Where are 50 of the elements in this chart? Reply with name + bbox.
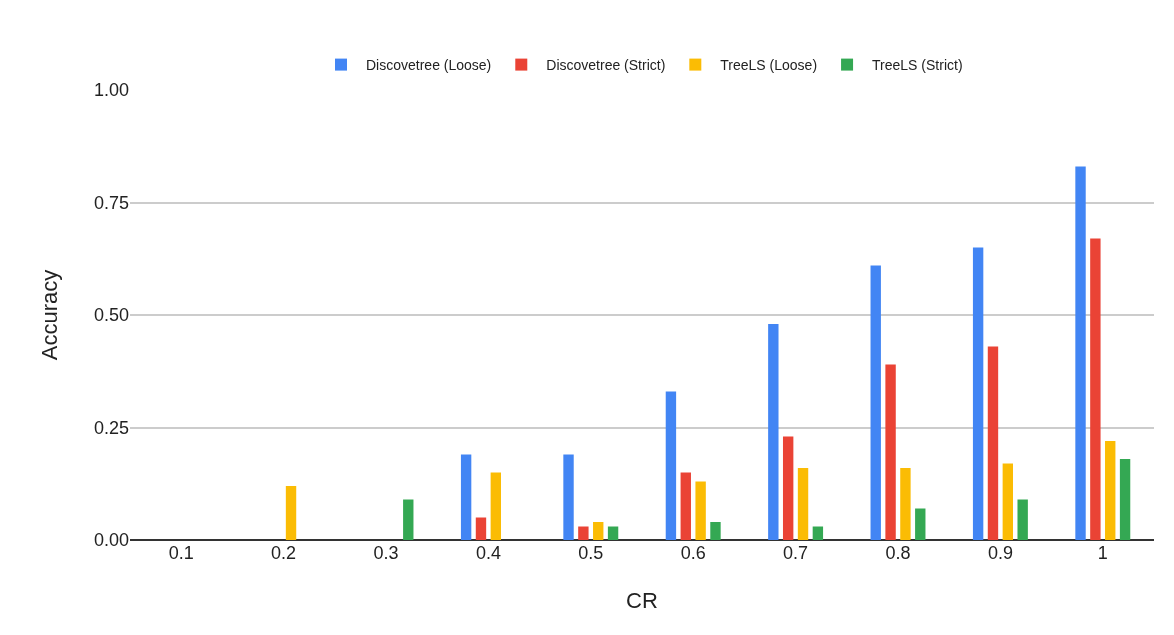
- legend-label: Discovetree (Loose): [366, 57, 492, 74]
- bar: [403, 499, 414, 540]
- bar: [665, 391, 677, 540]
- bar: [782, 436, 794, 540]
- bar: [490, 472, 502, 540]
- bar: [475, 517, 487, 540]
- bar: [900, 468, 911, 540]
- bar: [460, 454, 472, 540]
- bar: [812, 526, 824, 540]
- bar: [1002, 463, 1014, 540]
- legend-label: TreeLS (Loose): [720, 57, 818, 74]
- y-tick-label: 1.00: [93, 80, 129, 101]
- bar: [593, 522, 604, 540]
- x-tick-label: 0.4: [475, 543, 501, 563]
- x-tick-label: 0.7: [783, 543, 809, 563]
- bar: [915, 508, 926, 540]
- bar: [1105, 441, 1116, 540]
- x-tick-label: 0.3: [373, 543, 399, 563]
- x-tick-label: 0.1: [168, 543, 194, 563]
- bar: [710, 522, 721, 540]
- bar: [607, 526, 619, 540]
- x-tick-label: 0.8: [885, 543, 911, 563]
- x-tick-label: 0.2: [271, 543, 297, 563]
- bar: [563, 454, 574, 540]
- bar: [797, 468, 809, 540]
- bar: [987, 346, 999, 540]
- x-tick-label: 0.5: [578, 543, 604, 563]
- bar: [1075, 166, 1086, 540]
- bar: [285, 486, 297, 540]
- bar: [885, 364, 896, 540]
- bar: [870, 265, 881, 540]
- bar: [578, 526, 589, 540]
- x-axis-title: CR: [626, 587, 658, 613]
- y-tick-label: 0.00: [93, 530, 129, 551]
- legend-label: TreeLS (Strict): [872, 57, 963, 74]
- bar: [680, 472, 691, 540]
- legend-label: Discovetree (Strict): [546, 57, 666, 74]
- bar: [1090, 238, 1101, 540]
- x-tick-label: 0.6: [680, 543, 706, 563]
- x-tick-label: 1: [1097, 543, 1108, 563]
- bar: [768, 324, 779, 540]
- x-tick-label: 0.9: [987, 543, 1013, 563]
- bar: [972, 247, 984, 540]
- y-axis-title: Accuracy: [36, 269, 62, 361]
- y-tick-label: 0.75: [93, 192, 129, 213]
- bar: [1119, 459, 1131, 540]
- y-tick-label: 0.50: [93, 305, 129, 326]
- bar: [1017, 499, 1028, 540]
- bar: [695, 481, 706, 540]
- y-tick-label: 0.25: [93, 417, 129, 438]
